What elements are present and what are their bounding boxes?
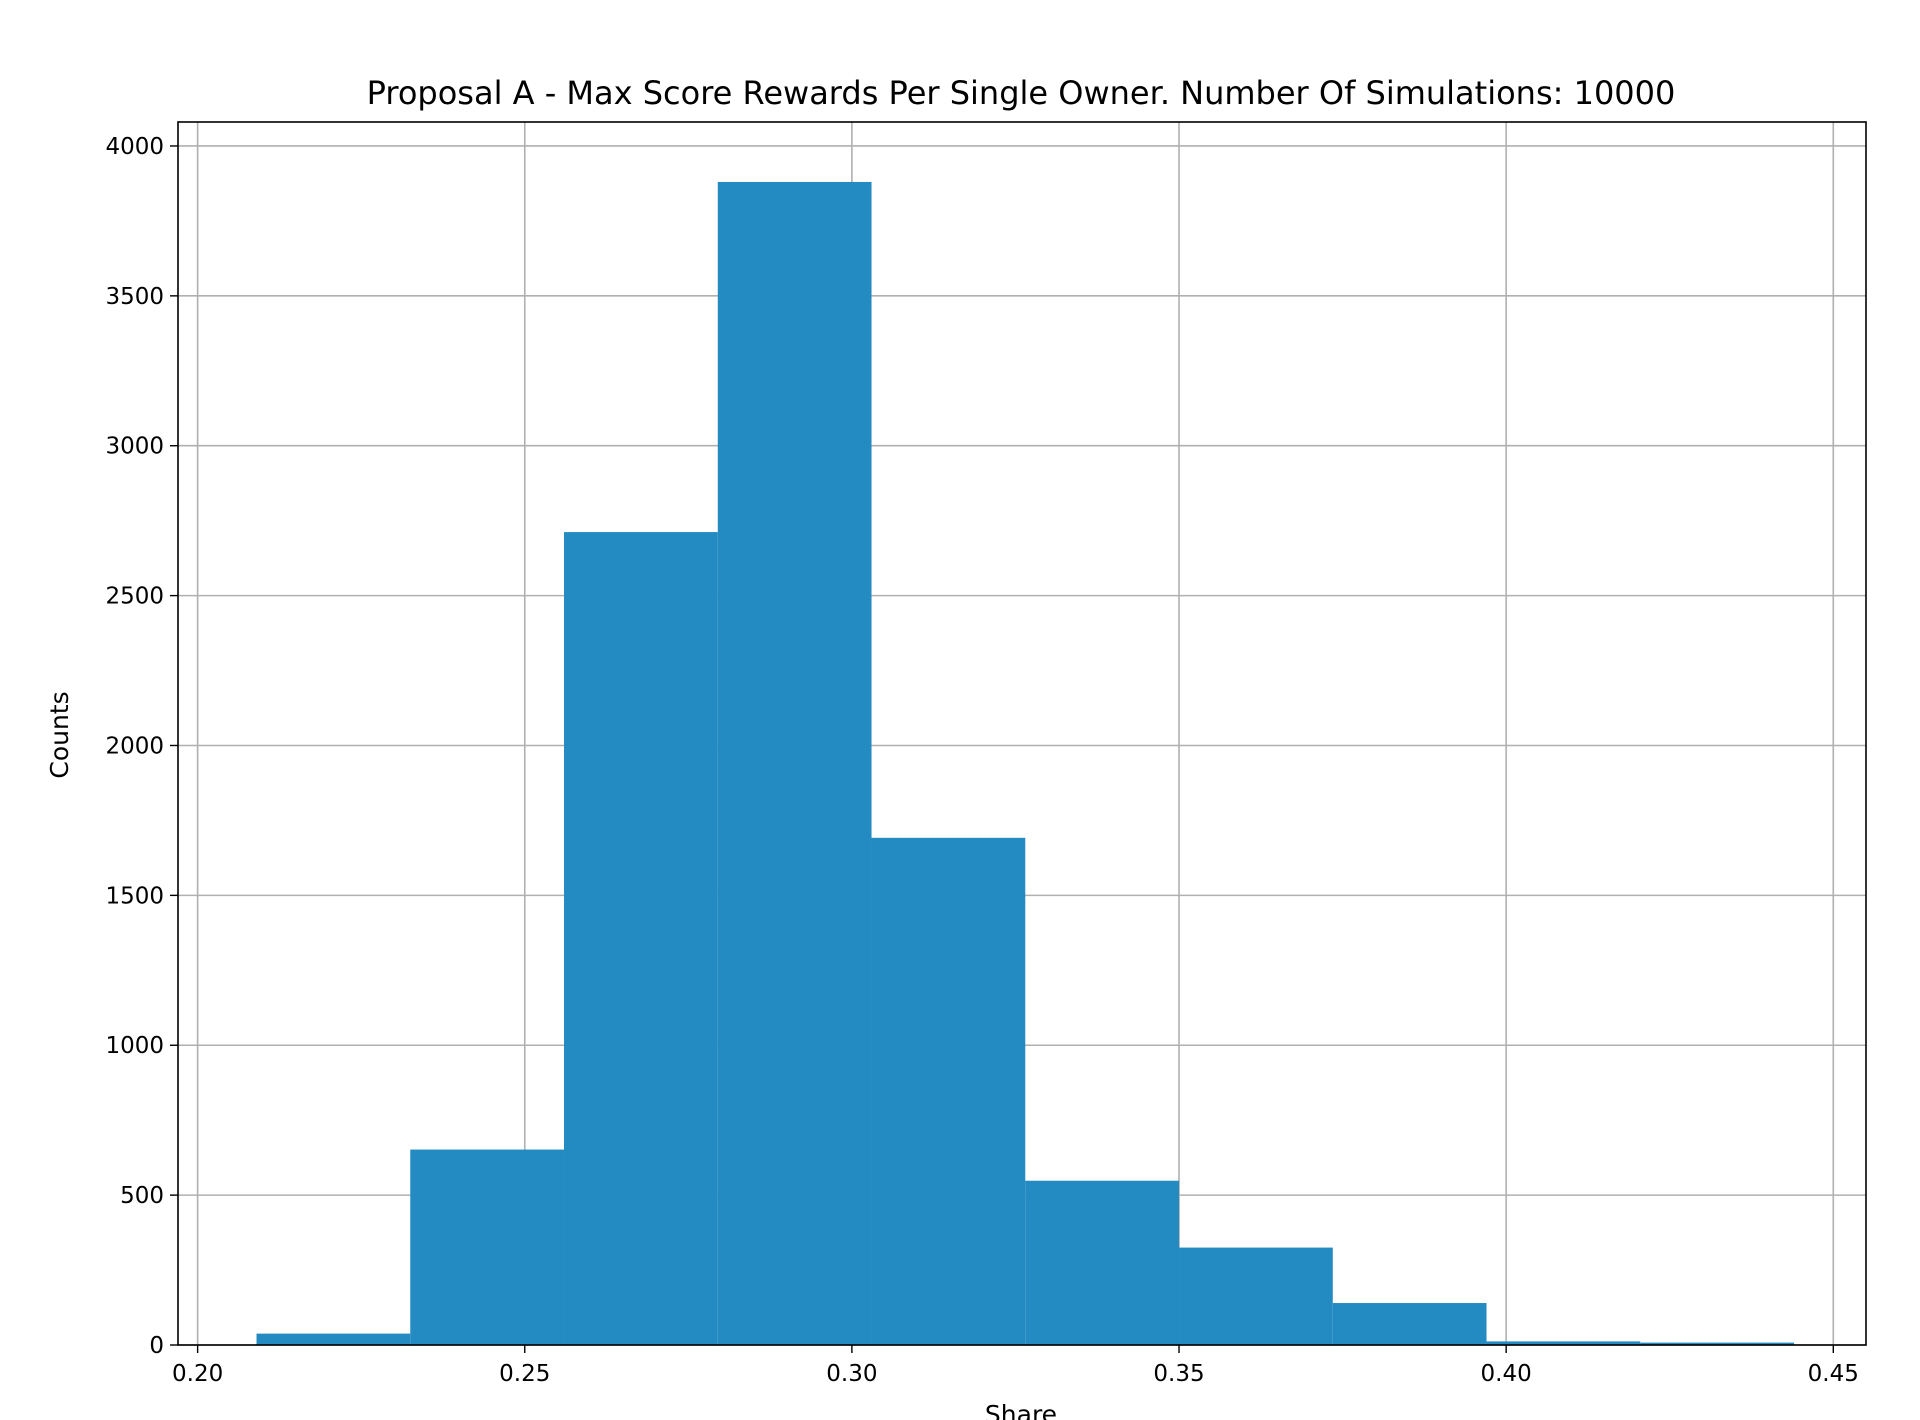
y-tick-label: 1000	[105, 1033, 164, 1059]
y-tick-label: 2000	[105, 733, 164, 759]
x-tick-label: 0.45	[1808, 1361, 1859, 1387]
y-tick-label: 2500	[105, 584, 164, 610]
chart-title: Proposal A - Max Score Rewards Per Singl…	[367, 74, 1676, 112]
histogram-bar	[564, 532, 718, 1345]
histogram-bar	[1640, 1342, 1795, 1345]
histogram-bar	[1025, 1180, 1180, 1345]
histogram-bar	[1332, 1303, 1487, 1345]
histogram-bar	[717, 181, 872, 1346]
y-tick-label: 500	[120, 1183, 164, 1209]
y-tick-label: 1500	[105, 883, 164, 909]
plot-frame	[177, 121, 1867, 1346]
y-tick-label: 3500	[105, 284, 164, 310]
histogram-bar	[871, 837, 1026, 1345]
x-tick-label: 0.35	[1153, 1361, 1204, 1387]
x-tick-label: 0.25	[499, 1361, 550, 1387]
y-axis-title: Counts	[45, 691, 74, 778]
axis-ticks: 0.20 0.25 0.30 0.35 0.40 0.45 0 500 1000 1500 2000…	[105, 134, 1858, 1387]
x-axis-title: Share	[985, 1400, 1057, 1420]
x-tick-label: 0.40	[1481, 1361, 1532, 1387]
y-tick-label: 0	[149, 1333, 164, 1359]
histogram-bars	[256, 181, 1795, 1346]
x-tick-label: 0.20	[172, 1361, 223, 1387]
histogram-bar	[410, 1149, 565, 1345]
histogram-bar	[256, 1333, 411, 1345]
histogram-bar	[1486, 1341, 1641, 1345]
y-tick-label: 3000	[105, 434, 164, 460]
y-tick-label: 4000	[105, 134, 164, 160]
grid-lines	[178, 122, 1866, 1346]
histogram-bar	[1179, 1247, 1333, 1345]
x-tick-label: 0.30	[826, 1361, 877, 1387]
